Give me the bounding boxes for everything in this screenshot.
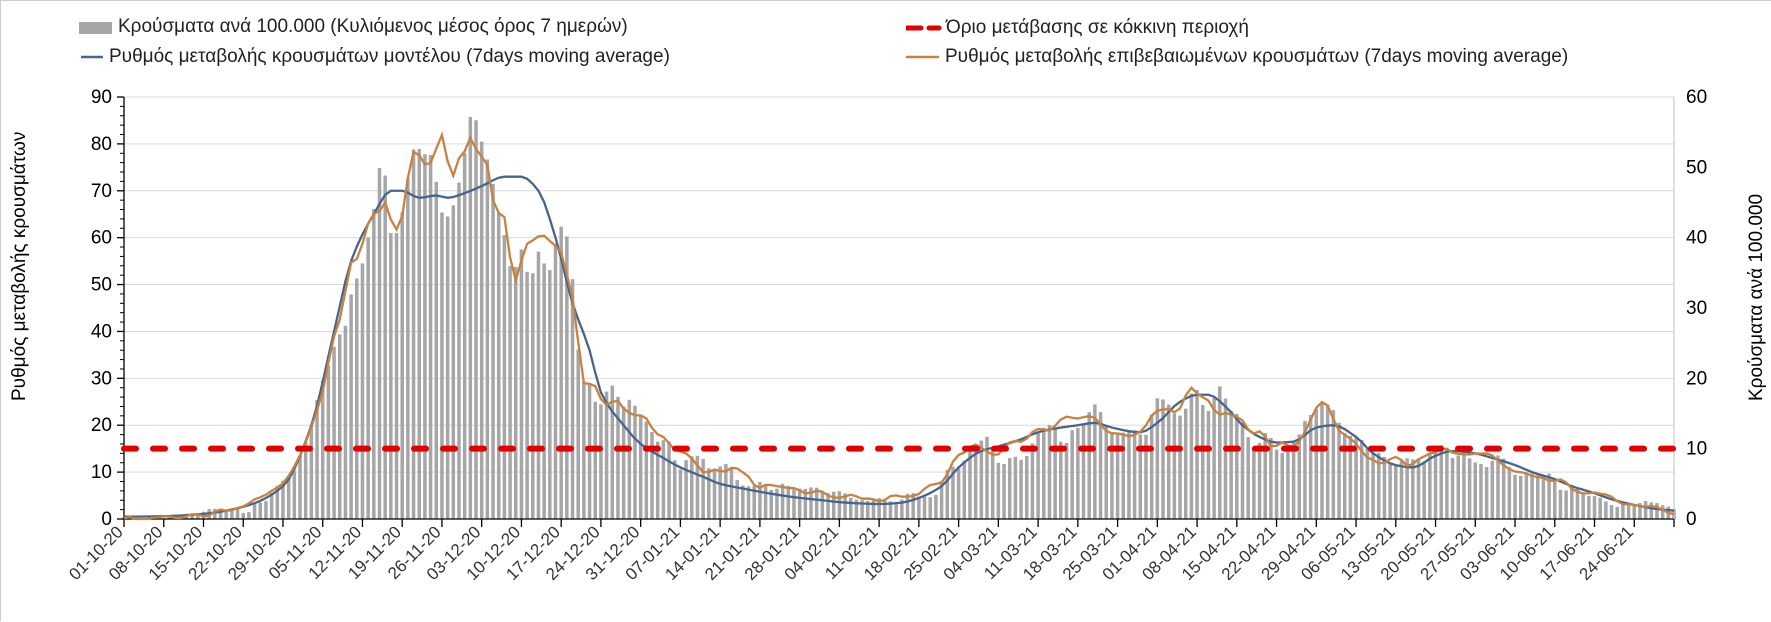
- svg-text:40: 40: [1686, 228, 1707, 249]
- svg-text:10: 10: [91, 462, 112, 483]
- svg-text:40: 40: [91, 321, 112, 342]
- svg-text:30: 30: [1686, 298, 1707, 319]
- svg-text:0: 0: [1686, 509, 1697, 530]
- svg-text:60: 60: [91, 228, 112, 249]
- svg-text:30: 30: [91, 368, 112, 389]
- svg-text:20: 20: [91, 415, 112, 436]
- svg-text:70: 70: [91, 181, 112, 202]
- svg-text:20: 20: [1686, 368, 1707, 389]
- svg-text:60: 60: [1686, 87, 1707, 108]
- svg-text:50: 50: [91, 275, 112, 296]
- svg-text:90: 90: [91, 87, 112, 108]
- svg-text:50: 50: [1686, 157, 1707, 178]
- svg-text:10: 10: [1686, 439, 1707, 460]
- svg-text:80: 80: [91, 134, 112, 155]
